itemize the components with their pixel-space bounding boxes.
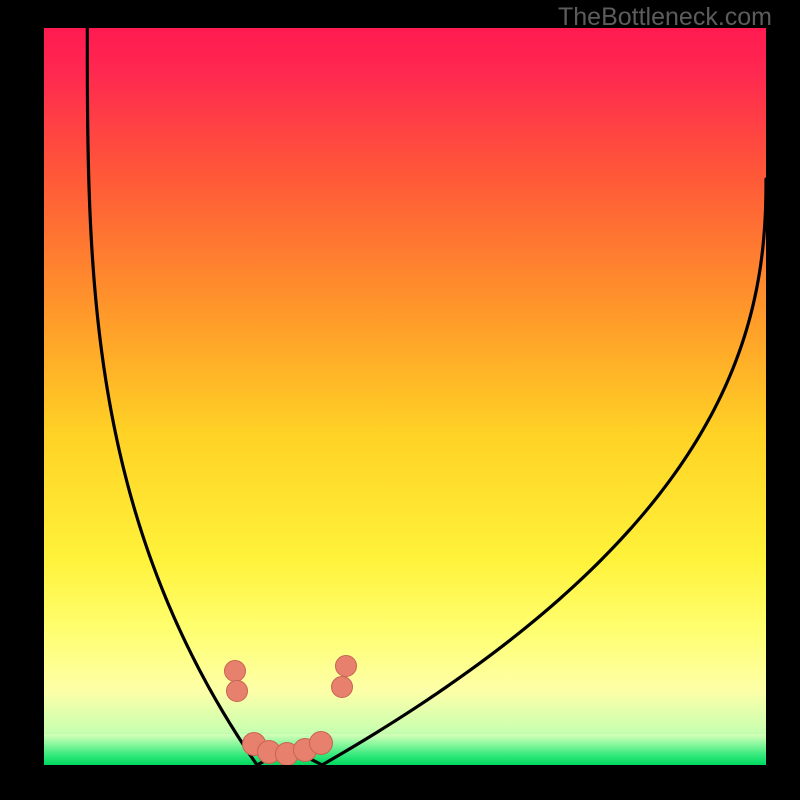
data-marker <box>226 680 248 702</box>
data-marker <box>224 660 246 682</box>
watermark-text: TheBottleneck.com <box>558 3 772 32</box>
chart-canvas: TheBottleneck.com <box>0 0 800 800</box>
data-marker <box>335 655 357 677</box>
data-marker <box>331 676 353 698</box>
markers-layer <box>44 28 766 765</box>
plot-area-wrap <box>44 28 766 765</box>
plot-area <box>44 28 766 765</box>
data-marker <box>309 731 333 755</box>
